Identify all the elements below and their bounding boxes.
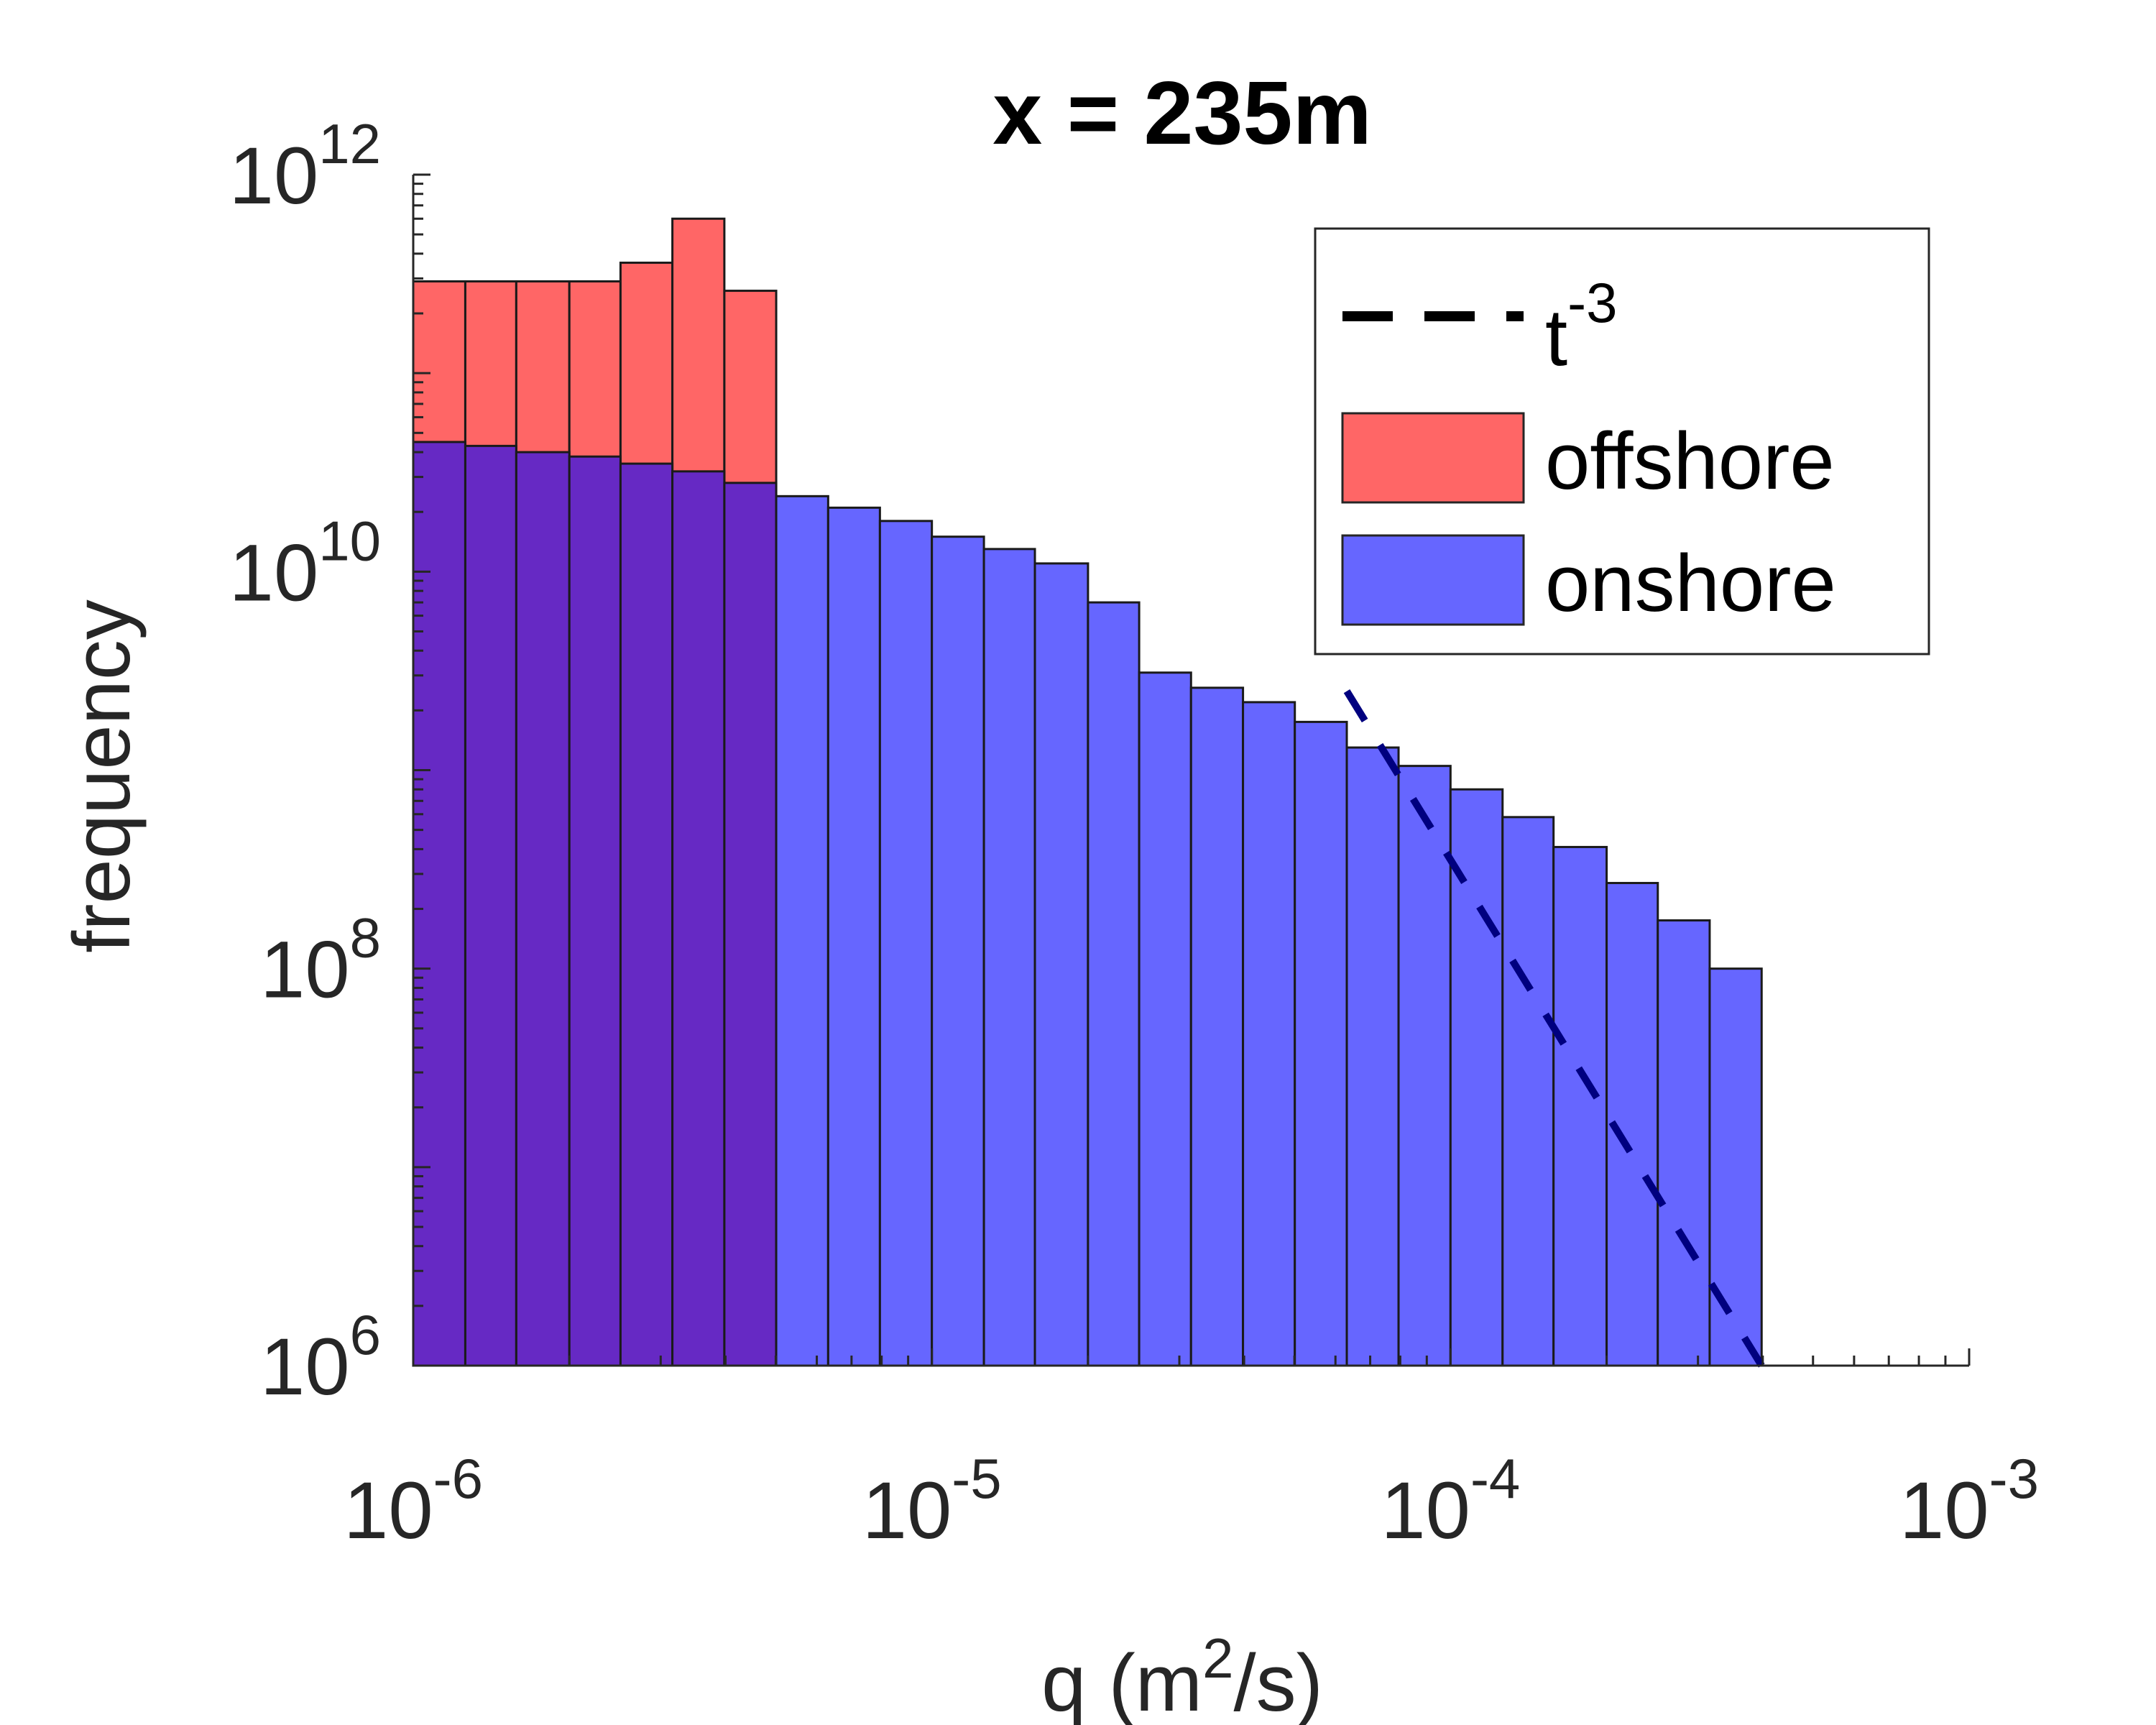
x-tick-label: 10-4 (1381, 1447, 1520, 1555)
y-tick-label: 1010 (229, 509, 381, 617)
legend-onshore-swatch (1341, 534, 1525, 626)
onshore-bar (515, 451, 571, 1367)
onshore-bar (1189, 686, 1245, 1367)
reference-line (1343, 689, 1765, 1368)
onshore-bar (1501, 816, 1555, 1367)
x-tick-label: 10-5 (862, 1447, 1002, 1555)
legend-reference-label: t-3 (1545, 271, 1617, 382)
onshore-bar (1552, 845, 1608, 1367)
onshore-bar (826, 506, 881, 1367)
onshore-bar (723, 482, 778, 1367)
legend-onshore-label: onshore (1545, 538, 1836, 628)
y-tick-label: 108 (260, 906, 381, 1015)
onshore-bar (982, 548, 1036, 1367)
onshore-bar (1138, 671, 1192, 1367)
onshore-bar (931, 535, 985, 1367)
onshore-bar (1242, 701, 1296, 1367)
onshore-bar (1708, 967, 1763, 1367)
y-axis-label: frequency (57, 599, 147, 953)
x-tick-label: 10-6 (344, 1447, 483, 1555)
onshore-bar (1087, 601, 1141, 1367)
onshore-bar (1657, 919, 1711, 1367)
onshore-bar (1397, 765, 1452, 1367)
legend: t-3 offshore onshore (1314, 227, 1930, 656)
onshore-bar (1294, 720, 1348, 1367)
bars-group (412, 217, 1763, 1367)
onshore-bar (464, 444, 517, 1367)
y-tick-label: 1012 (229, 112, 381, 221)
x-axis-label: q (m2/s) (1041, 1627, 1323, 1725)
reference-line-group (1343, 689, 1765, 1368)
chart-title: x = 235m (992, 64, 1371, 163)
x-tick-label: 10-3 (1899, 1447, 2039, 1555)
onshore-bar (878, 520, 934, 1367)
onshore-bar (1345, 746, 1400, 1367)
legend-offshore-swatch (1341, 412, 1525, 504)
onshore-bar (619, 462, 674, 1367)
onshore-bar (1449, 788, 1504, 1367)
onshore-bar (671, 470, 726, 1367)
axes-group (412, 173, 1971, 1367)
legend-offshore-label: offshore (1545, 416, 1835, 506)
onshore-bar (568, 455, 622, 1367)
tick-labels-group: 10-6 10-5 10-4 10-3 106 108 1010 1012 (229, 112, 2039, 1555)
onshore-bar (775, 494, 829, 1367)
onshore-bar (1033, 562, 1089, 1367)
y-tick-label: 106 (260, 1303, 381, 1412)
